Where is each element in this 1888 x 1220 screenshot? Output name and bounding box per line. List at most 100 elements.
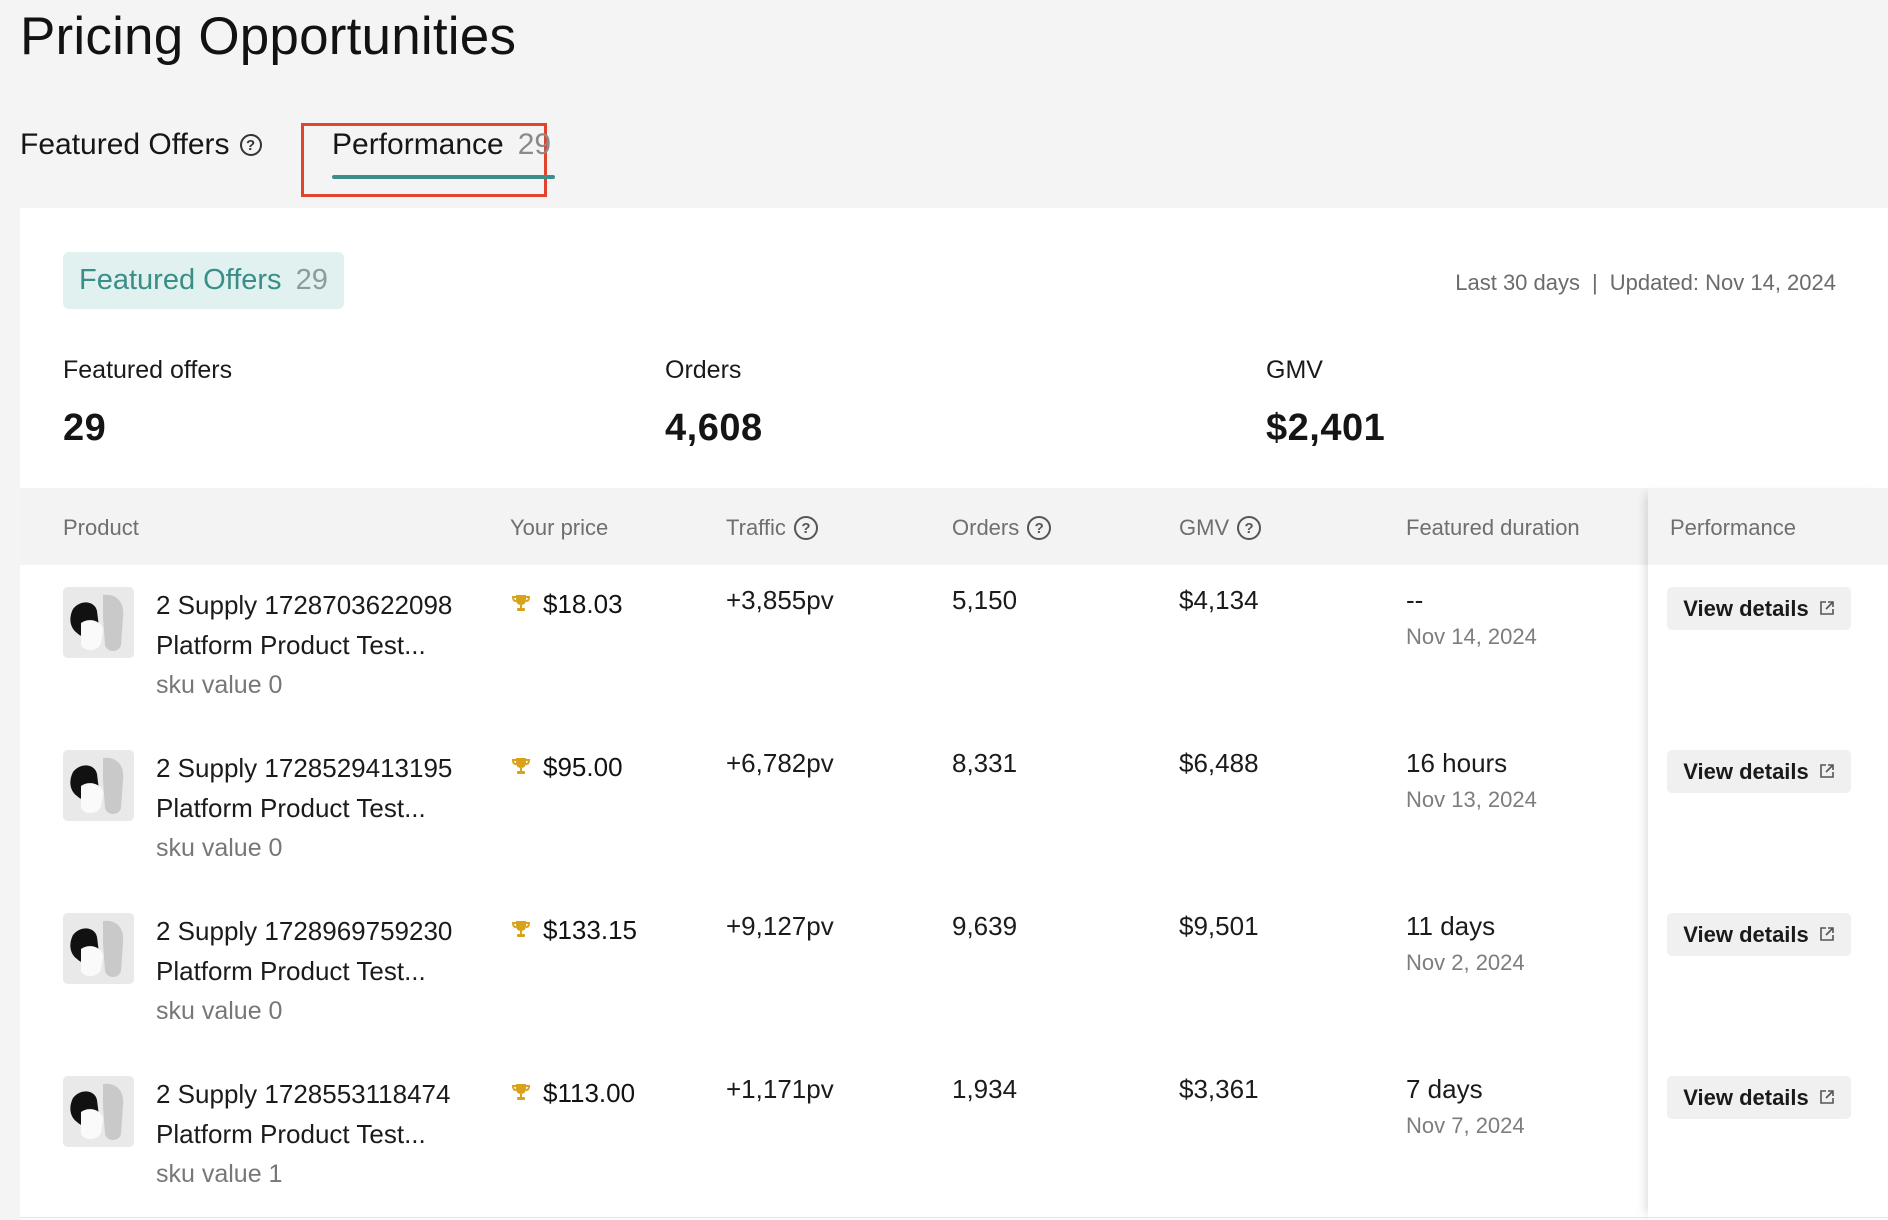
price-value: $95.00: [543, 752, 623, 782]
date-range: Last 30 days: [1455, 270, 1580, 295]
external-link-icon: [1819, 759, 1835, 785]
featured-duration: 7 days Nov 7, 2024: [1406, 1074, 1525, 1139]
gmv-value: $4,134: [1179, 585, 1259, 615]
view-details-button[interactable]: View details: [1667, 750, 1851, 793]
separator: |: [1592, 270, 1598, 295]
orders-value: 1,934: [952, 1074, 1018, 1104]
pill-label: Featured Offers: [79, 264, 282, 296]
duration-date: Nov 13, 2024: [1406, 787, 1537, 812]
featured-duration: -- Nov 14, 2024: [1406, 585, 1537, 650]
update-info: Last 30 days | Updated: Nov 14, 2024: [1455, 270, 1836, 296]
duration-value: --: [1406, 585, 1424, 615]
table-row: 2 Supply 1728553118474 Platform Product …: [20, 1054, 1888, 1218]
stat-value: 29: [63, 407, 107, 449]
help-icon[interactable]: ?: [1027, 516, 1052, 540]
orders-value: 8,331: [952, 748, 1018, 778]
stat-label: Orders: [665, 356, 742, 384]
trophy-icon: [511, 915, 531, 946]
updated-date: Updated: Nov 14, 2024: [1609, 270, 1836, 295]
stat-label: Featured offers: [63, 356, 233, 384]
product-name[interactable]: 2 Supply 1728553118474 Platform Product …: [156, 1079, 451, 1149]
help-icon[interactable]: ?: [239, 134, 262, 156]
external-link-icon: [1819, 922, 1835, 948]
view-details-label: View details: [1683, 921, 1809, 947]
stat-value: 4,608: [665, 407, 763, 449]
trophy-icon: [511, 1078, 531, 1109]
your-price: $95.00: [511, 752, 623, 783]
header-orders: Orders?: [952, 515, 1052, 541]
trophy-icon: [511, 589, 531, 620]
view-details-label: View details: [1683, 758, 1809, 784]
product-sku: sku value 0: [156, 997, 283, 1025]
stat-orders: Orders 4,608: [665, 356, 763, 450]
product-sku: sku value 1: [156, 1160, 283, 1188]
duration-value: 16 hours: [1406, 748, 1508, 778]
header-performance: Performance: [1670, 515, 1796, 540]
view-details-button[interactable]: View details: [1667, 1076, 1851, 1119]
header-featured-duration: Featured duration: [1406, 515, 1580, 540]
duration-date: Nov 2, 2024: [1406, 950, 1525, 975]
product-sku: sku value 0: [156, 671, 283, 699]
product-thumbnail[interactable]: [63, 587, 134, 658]
external-link-icon: [1819, 596, 1835, 622]
gmv-value: $3,361: [1179, 1074, 1259, 1104]
table-row: 2 Supply 1728529413195 Platform Product …: [20, 728, 1888, 892]
duration-date: Nov 14, 2024: [1406, 624, 1537, 649]
featured-offers-filter-pill[interactable]: Featured Offers 29: [63, 252, 344, 309]
traffic-value: +3,855pv: [726, 585, 834, 615]
header-traffic: Traffic?: [726, 515, 818, 541]
price-value: $18.03: [543, 589, 623, 619]
active-tab-underline: [332, 175, 555, 179]
your-price: $133.15: [511, 915, 637, 946]
view-details-button[interactable]: View details: [1667, 913, 1851, 956]
stat-featured-offers: Featured offers 29: [63, 356, 232, 450]
orders-value: 9,639: [952, 911, 1018, 941]
header-your-price: Your price: [510, 515, 609, 540]
performance-panel: Featured Offers 29 Last 30 days | Updated:…: [20, 208, 1888, 1220]
orders-value: 5,150: [952, 585, 1018, 615]
header-product: Product: [63, 515, 139, 540]
stat-value: $2,401: [1266, 407, 1386, 449]
tab-featured-offers-label: Featured Offers: [20, 128, 230, 161]
table-row: 2 Supply 1728969759230 Platform Product …: [20, 891, 1888, 1055]
duration-value: 11 days: [1406, 911, 1496, 941]
tab-performance-label: Performance: [332, 128, 504, 161]
product-sku: sku value 0: [156, 834, 283, 862]
product-thumbnail[interactable]: [63, 750, 134, 821]
product-thumbnail[interactable]: [63, 913, 134, 984]
product-name[interactable]: 2 Supply 1728529413195 Platform Product …: [156, 753, 453, 823]
duration-value: 7 days: [1406, 1074, 1483, 1104]
view-details-label: View details: [1683, 1084, 1809, 1110]
table-row: 2 Supply 1728703622098 Platform Product …: [20, 565, 1888, 729]
stat-gmv: GMV $2,401: [1266, 356, 1385, 450]
table-header: Product Your price Traffic? Orders? GMV?…: [20, 488, 1888, 565]
duration-date: Nov 7, 2024: [1406, 1113, 1525, 1138]
product-thumbnail[interactable]: [63, 1076, 134, 1147]
traffic-value: +6,782pv: [726, 748, 834, 778]
price-value: $133.15: [543, 915, 637, 945]
view-details-button[interactable]: View details: [1667, 587, 1851, 630]
help-icon[interactable]: ?: [793, 516, 818, 540]
your-price: $18.03: [511, 589, 623, 620]
tab-featured-offers[interactable]: Featured Offers ?: [20, 128, 262, 162]
highlight-box: [301, 123, 547, 197]
featured-duration: 16 hours Nov 13, 2024: [1406, 748, 1537, 813]
header-gmv: GMV?: [1179, 515, 1262, 541]
featured-duration: 11 days Nov 2, 2024: [1406, 911, 1525, 976]
tab-performance-count: 29: [517, 128, 552, 161]
tab-performance[interactable]: Performance 29: [332, 128, 551, 162]
product-name[interactable]: 2 Supply 1728703622098 Platform Product …: [156, 590, 453, 660]
product-name[interactable]: 2 Supply 1728969759230 Platform Product …: [156, 916, 453, 986]
stat-label: GMV: [1266, 356, 1323, 384]
traffic-value: +9,127pv: [726, 911, 834, 941]
your-price: $113.00: [511, 1078, 635, 1109]
external-link-icon: [1819, 1085, 1835, 1111]
price-value: $113.00: [543, 1078, 636, 1108]
view-details-label: View details: [1683, 595, 1809, 621]
pill-count: 29: [295, 264, 328, 296]
gmv-value: $9,501: [1179, 911, 1259, 941]
gmv-value: $6,488: [1179, 748, 1259, 778]
trophy-icon: [511, 752, 531, 783]
help-icon[interactable]: ?: [1237, 516, 1262, 540]
traffic-value: +1,171pv: [726, 1074, 834, 1104]
